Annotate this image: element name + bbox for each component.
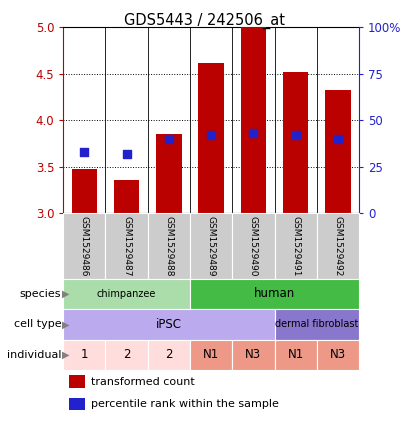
Bar [198, 63, 224, 213]
Bar [63, 309, 275, 340]
Text: GDS5443 / 242506_at: GDS5443 / 242506_at [124, 13, 284, 29]
Text: dermal fibroblast: dermal fibroblast [275, 319, 359, 330]
Bar [275, 213, 317, 279]
Bar [114, 180, 139, 213]
Bar [69, 398, 85, 410]
Bar [283, 72, 308, 213]
Bar [317, 340, 359, 370]
Bar [232, 213, 275, 279]
Bar [317, 213, 359, 279]
Text: human: human [254, 288, 295, 300]
Text: N1: N1 [288, 349, 304, 361]
Bar [72, 169, 97, 213]
Point [208, 132, 215, 139]
Text: 2: 2 [123, 349, 131, 361]
Text: GSM1529492: GSM1529492 [333, 216, 342, 276]
Bar [232, 340, 275, 370]
Text: individual: individual [7, 350, 61, 360]
Bar [148, 340, 190, 370]
Point [335, 135, 341, 142]
Bar [190, 340, 232, 370]
Text: 1: 1 [81, 349, 88, 361]
Text: iPSC: iPSC [156, 318, 182, 331]
Text: species: species [20, 289, 61, 299]
Bar [241, 27, 266, 213]
Bar [156, 134, 182, 213]
Text: percentile rank within the sample: percentile rank within the sample [91, 399, 279, 409]
Point [81, 148, 88, 155]
Text: transformed count: transformed count [91, 376, 195, 387]
Point [250, 130, 257, 137]
Bar [148, 213, 190, 279]
Text: N1: N1 [203, 349, 219, 361]
Bar [275, 309, 359, 340]
Point [293, 132, 299, 139]
Text: ▶: ▶ [62, 319, 69, 330]
Text: GSM1529486: GSM1529486 [80, 216, 89, 276]
Bar [106, 213, 148, 279]
Text: cell type: cell type [13, 319, 61, 330]
Bar [275, 340, 317, 370]
Bar [190, 279, 359, 309]
Text: GSM1529489: GSM1529489 [206, 216, 216, 276]
Text: GSM1529491: GSM1529491 [291, 216, 300, 276]
Text: N3: N3 [330, 349, 346, 361]
Bar [106, 340, 148, 370]
Text: GSM1529490: GSM1529490 [249, 216, 258, 276]
Bar [63, 213, 106, 279]
Text: ▶: ▶ [62, 289, 69, 299]
Bar [63, 340, 106, 370]
Text: GSM1529487: GSM1529487 [122, 216, 131, 276]
Text: chimpanzee: chimpanzee [97, 289, 156, 299]
Bar [325, 90, 350, 213]
Point [166, 135, 172, 142]
Text: N3: N3 [245, 349, 262, 361]
Bar [69, 376, 85, 388]
Bar [190, 213, 232, 279]
Text: 2: 2 [165, 349, 173, 361]
Text: ▶: ▶ [62, 350, 69, 360]
Text: GSM1529488: GSM1529488 [164, 216, 173, 276]
Bar [63, 279, 190, 309]
Point [123, 151, 130, 157]
